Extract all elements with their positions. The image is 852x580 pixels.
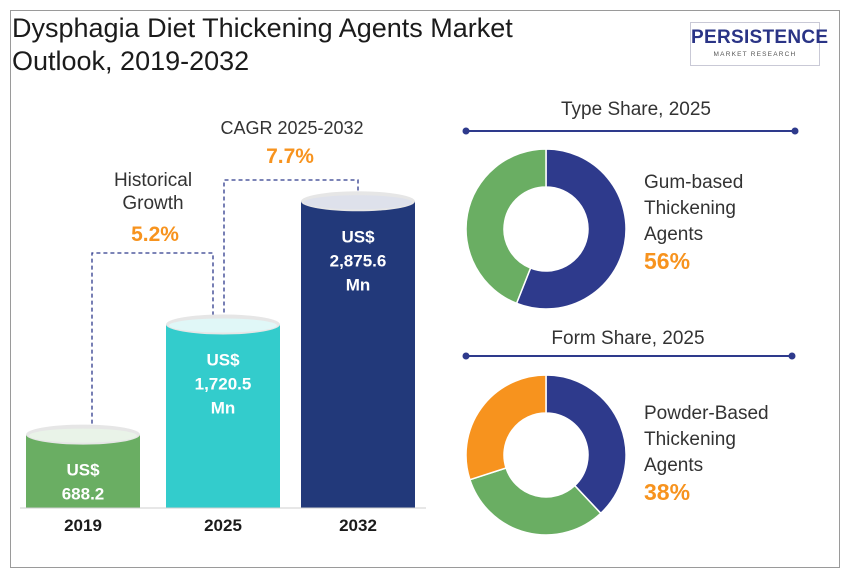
type-share-label-line3: Agents [644, 224, 703, 245]
title-line-1: Dysphagia Diet Thickening Agents Market [12, 13, 513, 43]
bar-body [166, 324, 280, 508]
bar-value-label: Mn [211, 398, 236, 417]
type-share-donut [465, 148, 627, 310]
type-share-label-line2: Thickening [644, 198, 736, 219]
bar-2032: US$ 2,875.6 Mn 2032 [301, 191, 415, 535]
donut-slice [465, 374, 547, 481]
bar-value-label: 2,875.6 [330, 251, 387, 270]
historical-growth-label-line2: Growth [122, 193, 183, 214]
form-share-title: Form Share, 2025 [551, 328, 704, 349]
donut-slice [545, 374, 627, 515]
form-share-label-line1: Powder-Based [644, 403, 769, 424]
bar-body [26, 434, 140, 508]
bar-body [301, 201, 415, 508]
donut-slice [468, 467, 602, 536]
bar-top-highlight [169, 318, 277, 333]
type-share-label-line1: Gum-based [644, 172, 743, 193]
type-share-divider [462, 127, 799, 135]
x-tick-label: 2025 [204, 516, 242, 535]
form-share-divider [462, 352, 796, 360]
growth-connectors [91, 179, 359, 431]
form-share-donut [465, 374, 627, 536]
bar-value-label: US$ [206, 350, 240, 369]
historical-growth-label-line1: Historical [114, 170, 192, 191]
bar-value-label: US$ [66, 461, 100, 480]
historical-growth-connector [91, 252, 214, 431]
page-title: Dysphagia Diet Thickening Agents Market … [12, 12, 652, 78]
bar-value-label: Mn [71, 509, 96, 528]
donut-slice [465, 148, 547, 305]
donut-slice [515, 148, 627, 310]
form-share-label-line2: Thickening [644, 429, 736, 450]
type-share-value: 56% [644, 248, 690, 274]
brand-logo: PERSISTENCE MARKET RESEARCH [690, 22, 829, 66]
bar-value-label: Mn [346, 275, 371, 294]
bar-value-label: US$ [341, 227, 375, 246]
cagr-connector [223, 179, 359, 313]
bar-top-highlight [29, 428, 137, 443]
bar-value-label: 688.2 [62, 485, 105, 504]
x-tick-label: 2019 [64, 516, 102, 535]
bar-2025: US$ 1,720.5 Mn 2025 [166, 314, 280, 535]
title-line-2: Outlook, 2019-2032 [12, 46, 250, 76]
cagr-label: CAGR 2025-2032 [220, 118, 363, 138]
cagr-value: 7.7% [266, 145, 314, 168]
bar-value-label: 1,720.5 [195, 374, 252, 393]
logo-subtext: MARKET RESEARCH [713, 51, 797, 58]
bar-chart: US$688.2Mn2019US$1,720.5Mn2025US$2,875.6… [20, 191, 426, 535]
bar-top-highlight [304, 195, 412, 210]
form-share-value: 38% [644, 479, 690, 505]
form-share-label-line3: Agents [644, 455, 703, 476]
logo-text: PERSISTENCE [691, 27, 829, 48]
type-share-title: Type Share, 2025 [561, 99, 711, 120]
x-tick-label: 2032 [339, 516, 377, 535]
historical-growth-value: 5.2% [131, 223, 179, 246]
infographic-frame [10, 10, 840, 568]
